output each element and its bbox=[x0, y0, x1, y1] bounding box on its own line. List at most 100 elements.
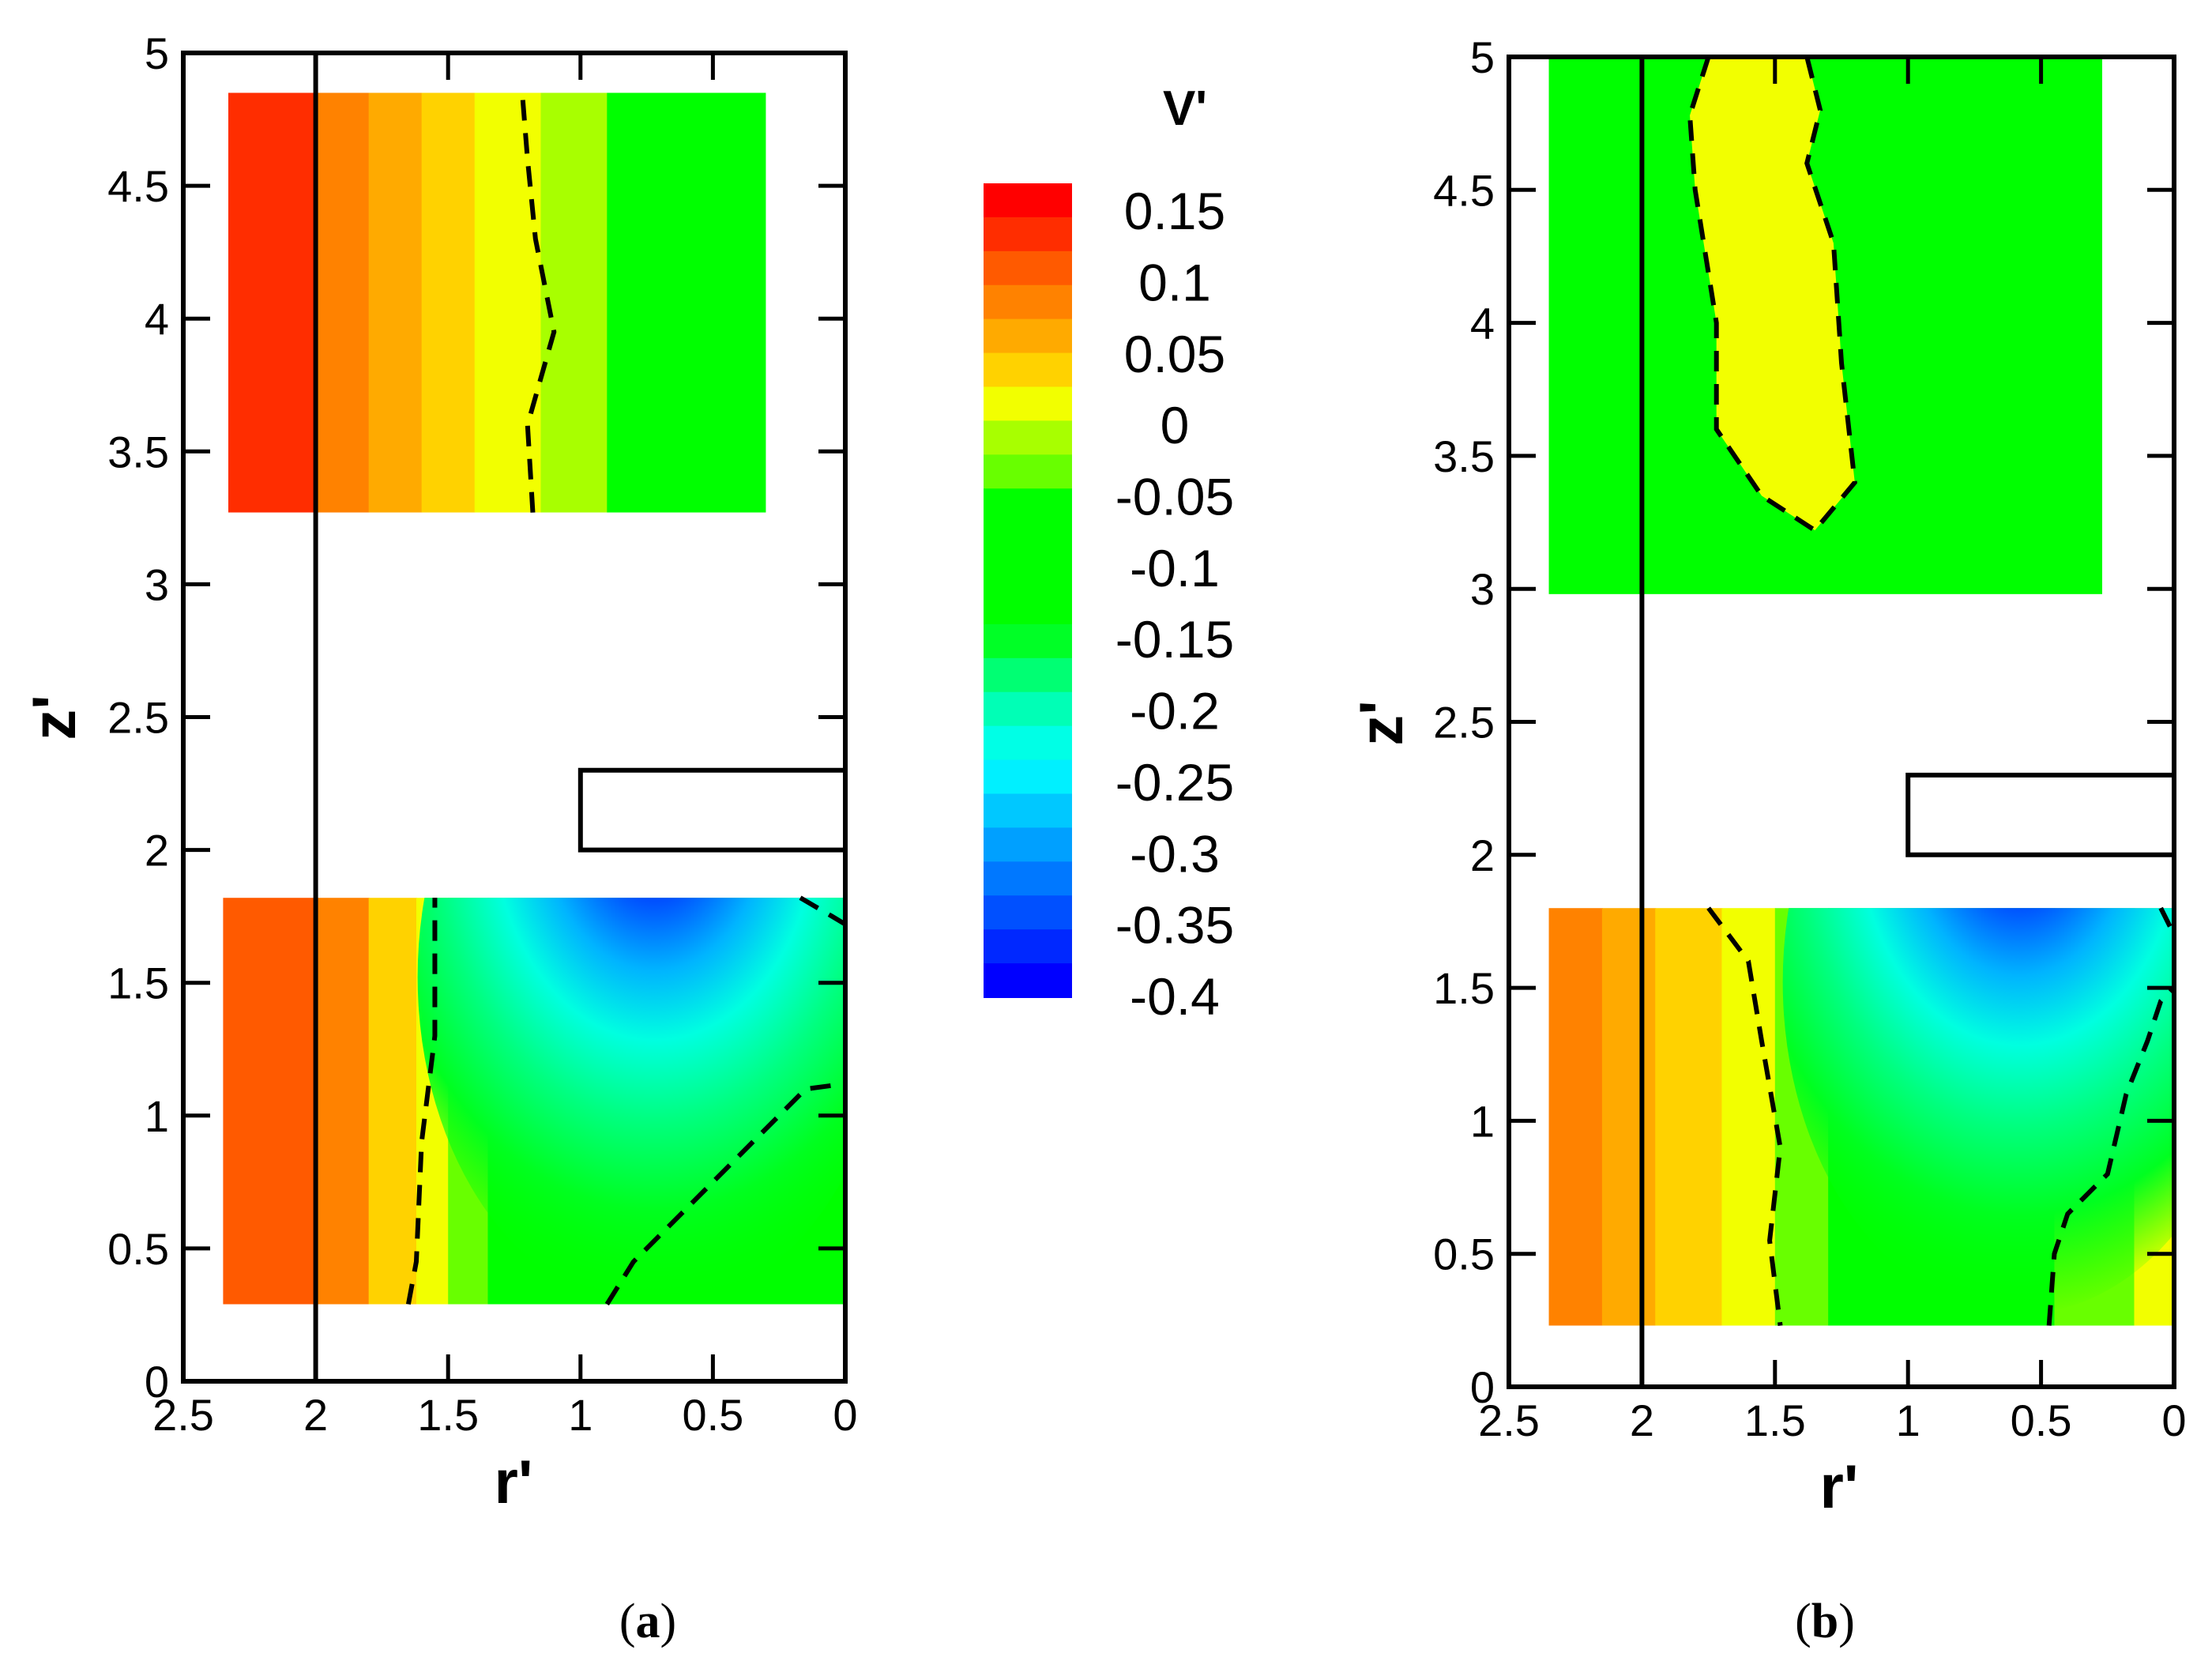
panel-b-x-tick-label: 1.5 bbox=[1744, 1395, 1806, 1445]
colorbar-swatch bbox=[984, 963, 1072, 998]
panel-b-lower-region-band bbox=[1548, 908, 1603, 1326]
colorbar-swatch bbox=[984, 352, 1072, 388]
colorbar-swatch bbox=[984, 522, 1072, 558]
colorbar-swatch bbox=[984, 318, 1072, 354]
colorbar-swatch bbox=[984, 386, 1072, 422]
panel-b-y-tick-label: 0 bbox=[1470, 1362, 1495, 1412]
panel-b-zero-contour bbox=[2158, 906, 2176, 936]
colorbar-swatch bbox=[984, 590, 1072, 625]
panel-a-obstacle bbox=[577, 767, 845, 853]
panel-a-zero-contour bbox=[405, 898, 438, 1305]
colorbar-tick-label: 0.05 bbox=[1124, 325, 1225, 383]
colorbar-swatch bbox=[984, 793, 1072, 829]
colorbar-swatch bbox=[984, 217, 1072, 252]
panel-a-y-tick-label: 2 bbox=[145, 826, 169, 876]
panel-b-x-axis-title: r' bbox=[1820, 1452, 1859, 1521]
panel-a-zero-contour bbox=[604, 1081, 846, 1306]
panel-a-x-tick-label: 0.5 bbox=[682, 1390, 743, 1440]
panel-a-y-tick-label: 5 bbox=[145, 28, 169, 78]
panel-a-lower-region-minimum bbox=[417, 898, 845, 1305]
colorbar-labels: 0.15 0.1 0.05 0 -0.05 -0.1 -0.15 -0.2 -0.25 -0.3 -… bbox=[1115, 182, 1234, 1026]
colorbar-tick-label: -0.35 bbox=[1115, 896, 1234, 955]
panel-a-lower-region bbox=[223, 898, 845, 1305]
panel-a-lower-region-band bbox=[315, 898, 370, 1305]
panel-a-y-tick-label: 3 bbox=[145, 559, 169, 609]
colorbar-swatch bbox=[984, 454, 1072, 490]
panel-b-y-tick-label: 4 bbox=[1470, 299, 1495, 348]
panel-b-y-tick-label: 2 bbox=[1470, 830, 1495, 880]
panel-a-y-tick-label: 2.5 bbox=[107, 693, 169, 743]
panel-b-label-open: ( bbox=[1795, 1595, 1811, 1648]
colorbar-tick-label: -0.25 bbox=[1115, 753, 1234, 812]
colorbar-swatch bbox=[984, 284, 1072, 320]
colorbar-swatch bbox=[984, 183, 1072, 218]
panel-b-contours bbox=[1687, 56, 2176, 1326]
panel-b-label-close: ) bbox=[1838, 1595, 1855, 1648]
panel-a-x-tick-label: 0 bbox=[833, 1390, 857, 1440]
panel-a-upper-region-band bbox=[421, 92, 476, 513]
panel-a-y-tick-label: 0 bbox=[145, 1357, 169, 1407]
colorbar-swatch bbox=[984, 827, 1072, 863]
colorbar-swatch bbox=[984, 691, 1072, 727]
panel-b-y-tick-label: 2.5 bbox=[1433, 698, 1495, 748]
panel-b-label: (b) bbox=[1795, 1595, 1855, 1648]
colorbar-tick-label: -0.3 bbox=[1130, 824, 1220, 883]
colorbar-tick-label: -0.1 bbox=[1130, 539, 1220, 597]
colorbar: V' 0.15 0.1 0.05 0 -0.05 -0.1 -0.15 -0.2 -0.25 -0… bbox=[984, 81, 1234, 1026]
panel-a-upper-region-band bbox=[540, 92, 608, 513]
colorbar-swatch bbox=[984, 861, 1072, 897]
panel-b-x-tick-label: 2.5 bbox=[1478, 1395, 1540, 1445]
panel-b-x-tick-label: 0.5 bbox=[2011, 1395, 2072, 1445]
panel-a-x-axis-title: r' bbox=[495, 1447, 533, 1516]
panel-b-zero-contour bbox=[1687, 56, 1857, 534]
panel-a-x-tick-label: 1 bbox=[568, 1390, 592, 1440]
panel-a-upper-region-band bbox=[474, 92, 542, 513]
panel-a-y-tick-label: 1.5 bbox=[107, 959, 169, 1008]
colorbar-tick-label: -0.15 bbox=[1115, 610, 1234, 669]
panel-b-x-tick-label: 0 bbox=[2161, 1395, 2186, 1445]
colorbar-swatch bbox=[984, 929, 1072, 965]
colorbar-swatch bbox=[984, 657, 1072, 693]
panel-a-regions bbox=[223, 92, 845, 1305]
panel-a-upper-region bbox=[228, 92, 766, 513]
panel-b-upper-region bbox=[1548, 57, 2103, 594]
panel-a-y-axis-title: z' bbox=[19, 695, 88, 740]
panel-a-label-open: ( bbox=[619, 1595, 636, 1648]
colorbar-swatch bbox=[984, 725, 1072, 761]
panel-a-contours bbox=[405, 92, 847, 1306]
panel-a-lower-region-band bbox=[368, 898, 417, 1305]
colorbar-swatch bbox=[984, 556, 1072, 591]
panel-a-x-tick-label: 2 bbox=[303, 1390, 328, 1440]
panel-a-x-tick-label: 1.5 bbox=[417, 1390, 479, 1440]
colorbar-tick-label: -0.05 bbox=[1115, 468, 1234, 526]
panel-b-x-tick-label: 2 bbox=[1630, 1395, 1654, 1445]
panel-b-y-tick-label: 1 bbox=[1470, 1096, 1495, 1146]
colorbar-swatch bbox=[984, 250, 1072, 286]
panel-a-y-tick-label: 0.5 bbox=[107, 1224, 169, 1274]
panel-a-zero-contour bbox=[799, 895, 847, 927]
colorbar-swatch bbox=[984, 488, 1072, 524]
panel-a-upper-region-band bbox=[607, 92, 766, 513]
panel-a-ticks: 0 0.5 1 1.5 2 2.5 3 3.5 4 4.5 5 2.5 2 1.5 1 0.5 0 bbox=[107, 28, 857, 1440]
panel-b-upper-region-positive-pocket bbox=[1690, 57, 1855, 531]
panel-b-y-tick-label: 0.5 bbox=[1433, 1230, 1495, 1279]
panel-b-ticks: 0 0.5 1 1.5 2 2.5 3 3.5 4 4.5 5 2.5 2 1.5 1 0.5 0 bbox=[1433, 32, 2186, 1445]
panel-b-y-tick-label: 1.5 bbox=[1433, 963, 1495, 1013]
panel-a-zero-contour bbox=[520, 92, 557, 513]
colorbar-tick-label: 0 bbox=[1161, 396, 1190, 454]
colorbar-swatch bbox=[984, 623, 1072, 659]
panel-a-y-tick-label: 3.5 bbox=[107, 427, 169, 476]
panel-b-x-tick-label: 1 bbox=[1896, 1395, 1920, 1445]
panel-b-lower-region bbox=[1548, 908, 2174, 1326]
panel-a-label: (a) bbox=[619, 1595, 676, 1648]
panel-a-upper-region-band bbox=[315, 92, 370, 513]
panel-b-y-tick-label: 5 bbox=[1470, 32, 1495, 82]
panel-b-y-tick-label: 4.5 bbox=[1433, 165, 1495, 215]
panel-b-zero-contour bbox=[1706, 906, 1783, 1326]
panel-a: 00.511.522.533.544.552.5 2 1.5 1 0.5 0 r' z' … bbox=[19, 28, 858, 1648]
panel-a-y-tick-label: 1 bbox=[145, 1091, 169, 1141]
colorbar-swatch bbox=[984, 759, 1072, 795]
panel-a-y-tick-label: 4 bbox=[145, 294, 169, 344]
colorbar-tick-label: -0.4 bbox=[1130, 967, 1220, 1026]
